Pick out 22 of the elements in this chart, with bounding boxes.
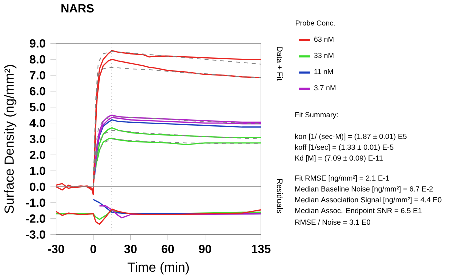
y-tick-label: -2.0	[26, 214, 46, 224]
x-axis-title: Time (min)	[128, 262, 190, 275]
x-tick-label: 135	[252, 245, 271, 254]
y-tick-label: -3.0	[26, 230, 46, 239]
y-tick-label: 6.0	[30, 87, 46, 96]
y-tick-label: 7.0	[30, 71, 46, 80]
y-tick-label: 5.0	[30, 103, 46, 112]
y-tick-label: 1.0	[30, 166, 46, 176]
y-tick-label: 0.0	[30, 182, 46, 192]
y-tick-label: 8.0	[30, 55, 46, 64]
x-tick-label: 90	[199, 245, 212, 254]
x-tick-label: 60	[162, 245, 174, 254]
x-tick-label: 30	[124, 245, 137, 254]
y-tick-label: 3.0	[30, 134, 46, 144]
chart-title: NARS	[62, 4, 94, 13]
y-tick-label: 9.0	[30, 39, 46, 48]
y-tick-label: 2.0	[30, 150, 46, 160]
x-tick-label: -30	[48, 245, 64, 254]
y-tick-label: -1.0	[26, 198, 46, 208]
y-axis-title: Surface Density (ng/mm²)	[4, 65, 17, 214]
x-tick-label: 0	[90, 245, 96, 254]
y-tick-label: 4.0	[30, 119, 46, 128]
